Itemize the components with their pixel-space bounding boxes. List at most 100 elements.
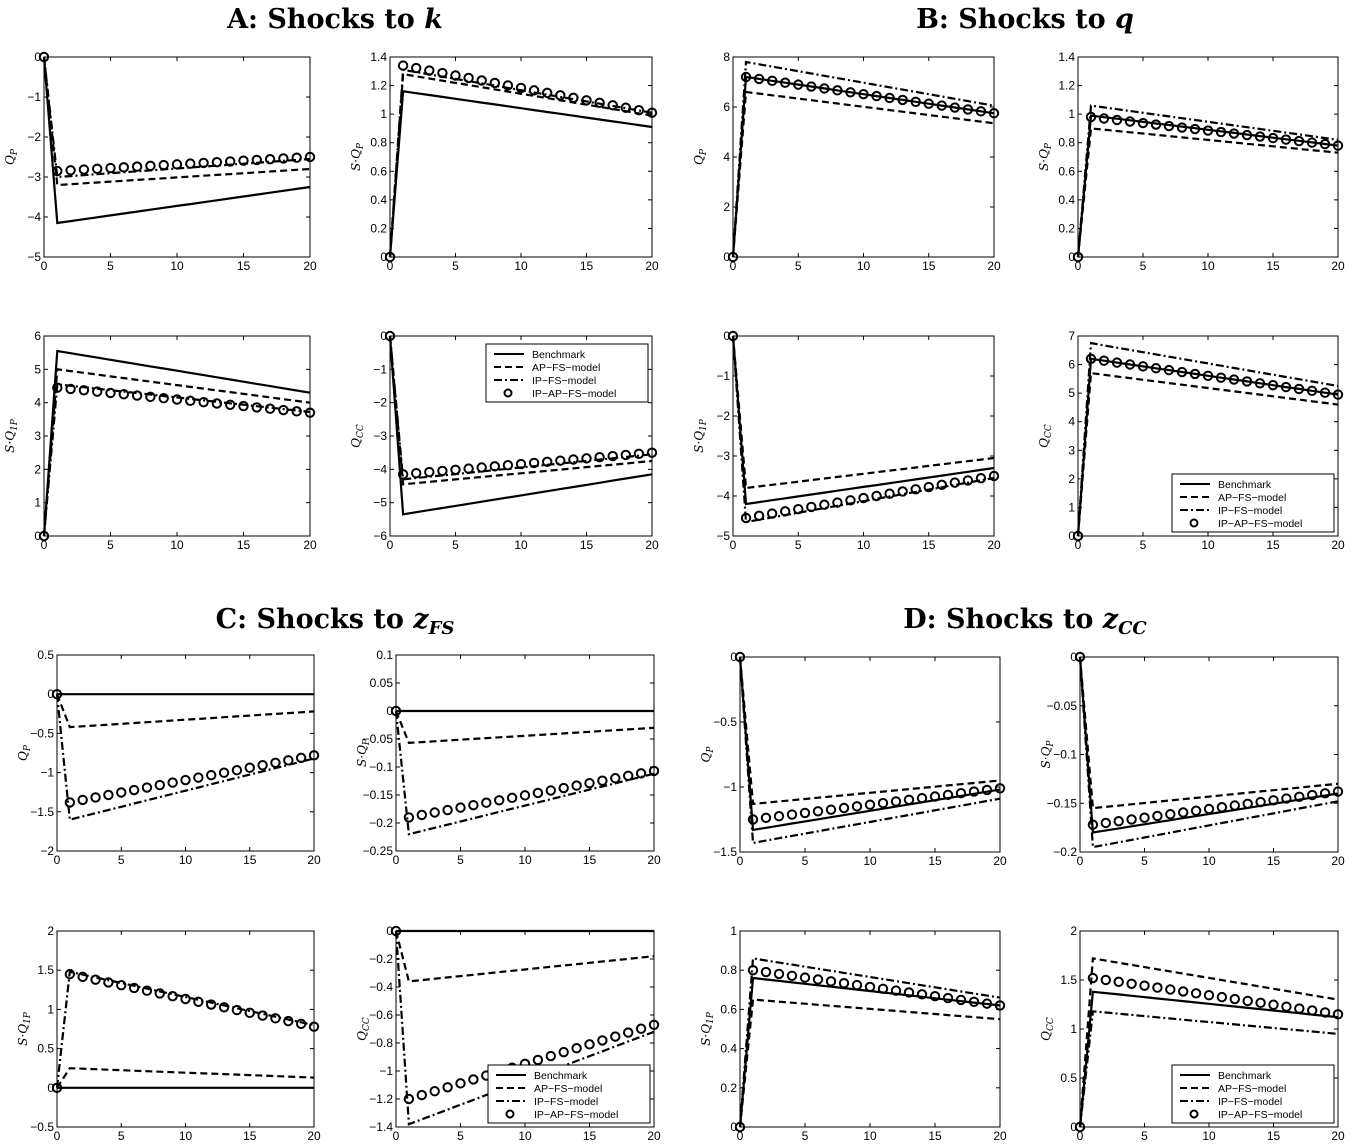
series-benchmark bbox=[388, 90, 653, 258]
data-point bbox=[283, 1015, 294, 1027]
data-point bbox=[845, 87, 856, 98]
y-axis-label-sub: P bbox=[699, 148, 709, 156]
x-tick-label: 0 bbox=[730, 259, 737, 273]
y-tick-label: 2 bbox=[34, 462, 41, 476]
data-point bbox=[238, 400, 249, 412]
data-point bbox=[384, 330, 396, 342]
x-tick-label: 0 bbox=[730, 538, 737, 552]
data-point bbox=[1268, 795, 1279, 806]
data-point bbox=[858, 492, 869, 504]
data-point bbox=[1307, 1005, 1318, 1016]
data-point bbox=[1203, 990, 1215, 1001]
y-tick-label: 0 bbox=[730, 1120, 737, 1134]
y-axis-label: QP bbox=[699, 746, 716, 763]
y-tick-label: −0.2 bbox=[369, 816, 393, 830]
data-point bbox=[877, 797, 889, 809]
chart-panel-b-3: 0 5 10 15 20 −5 −4 −3 −2 −1 0 S·Q1P bbox=[692, 329, 1001, 552]
y-axis-label-main: S·Q bbox=[1037, 149, 1051, 171]
series-ip-ap-fs-model bbox=[38, 51, 316, 177]
data-point bbox=[825, 804, 837, 815]
data-point bbox=[1137, 117, 1149, 129]
x-tick-label: 20 bbox=[645, 538, 659, 552]
data-point bbox=[502, 460, 514, 471]
data-point bbox=[568, 454, 579, 465]
y-tick-label: 0.6 bbox=[720, 1002, 737, 1016]
data-point bbox=[832, 497, 843, 508]
legend-label: AP−FS−model bbox=[534, 1083, 602, 1095]
data-point bbox=[558, 782, 569, 794]
x-tick-label: 20 bbox=[1331, 1129, 1345, 1143]
y-tick-label: 1.5 bbox=[37, 963, 54, 977]
data-point bbox=[1113, 976, 1124, 988]
y-tick-label: 1.4 bbox=[370, 50, 387, 64]
x-tick-label: 10 bbox=[179, 1129, 193, 1143]
data-point bbox=[584, 1039, 595, 1050]
series-ip-ap-fs-model bbox=[390, 705, 660, 823]
data-point bbox=[1268, 999, 1279, 1010]
data-point bbox=[1254, 378, 1266, 389]
data-point bbox=[1267, 379, 1279, 391]
data-point bbox=[1294, 1003, 1305, 1014]
data-point bbox=[988, 470, 1000, 482]
y-tick-label: 1.4 bbox=[1058, 50, 1075, 64]
data-point bbox=[308, 1021, 320, 1032]
data-point bbox=[437, 465, 448, 477]
data-point bbox=[740, 512, 752, 524]
chart-panel-b-2: 0 5 10 15 20 0 0.2 0.4 0.6 0.8 1 1.2 1.4 S·QP bbox=[1037, 50, 1345, 273]
data-point bbox=[1319, 788, 1331, 799]
y-tick-label: 1 bbox=[1070, 1022, 1077, 1036]
y-axis-label: QP bbox=[3, 148, 20, 165]
y-tick-label: 0 bbox=[386, 704, 393, 718]
group-title-c: C: Shocks to zFS bbox=[216, 604, 455, 639]
y-axis-label-main: S·Q bbox=[699, 1024, 713, 1046]
y-tick-label: 0.4 bbox=[1058, 193, 1075, 207]
data-point bbox=[955, 994, 967, 1006]
data-point bbox=[581, 95, 592, 106]
data-point bbox=[128, 784, 140, 796]
legend: BenchmarkAP−FS−modelIP−FS−modelIP−AP−FS−… bbox=[1171, 1064, 1335, 1124]
legend-marker bbox=[503, 388, 513, 398]
data-point bbox=[581, 453, 592, 464]
legend: BenchmarkAP−FS−modelIP−FS−modelIP−AP−FS−… bbox=[487, 1064, 651, 1124]
y-tick-label: 0.8 bbox=[370, 136, 387, 150]
y-axis-label-sub: P bbox=[23, 744, 33, 752]
data-point bbox=[64, 797, 76, 808]
y-axis-label-sub: P bbox=[706, 746, 716, 754]
legend: BenchmarkAP−FS−modelIP−FS−modelIP−AP−FS−… bbox=[1171, 473, 1335, 533]
data-point bbox=[1332, 1009, 1344, 1020]
series-ip-ap-fs-model bbox=[734, 651, 1006, 825]
plot-area bbox=[739, 656, 1001, 853]
y-tick-label: 0 bbox=[34, 529, 41, 543]
y-tick-label: −1.2 bbox=[369, 1092, 393, 1106]
data-point bbox=[838, 802, 850, 814]
legend-marker bbox=[505, 1109, 515, 1119]
x-tick-label: 20 bbox=[307, 853, 321, 867]
data-point bbox=[942, 789, 954, 801]
data-point bbox=[437, 67, 448, 79]
x-tick-label: 10 bbox=[179, 853, 193, 867]
x-tick-label: 20 bbox=[303, 259, 317, 273]
data-point bbox=[92, 163, 103, 174]
series-ip-fs-model bbox=[731, 335, 995, 524]
data-point bbox=[1098, 113, 1110, 124]
data-point bbox=[141, 782, 153, 793]
data-point bbox=[304, 407, 316, 418]
data-point bbox=[929, 791, 941, 802]
data-point bbox=[760, 966, 772, 978]
data-point bbox=[489, 461, 500, 472]
data-point bbox=[1280, 134, 1292, 145]
data-point bbox=[167, 991, 178, 1002]
plot-area bbox=[739, 930, 1001, 1128]
y-axis-label: S·Q1P bbox=[3, 418, 20, 453]
group-title-d: D: Shocks to zCC bbox=[903, 604, 1147, 639]
data-point bbox=[1229, 993, 1241, 1005]
data-point bbox=[1228, 374, 1240, 385]
data-point bbox=[994, 783, 1006, 794]
series-ip-fs-model bbox=[1076, 341, 1339, 537]
y-tick-label: −2 bbox=[716, 409, 730, 423]
x-tick-label: 20 bbox=[1331, 259, 1345, 273]
y-tick-label: 4 bbox=[1068, 415, 1075, 429]
data-point bbox=[727, 330, 739, 342]
x-tick-label: 5 bbox=[1140, 259, 1147, 273]
y-tick-label: 3 bbox=[1068, 443, 1075, 457]
